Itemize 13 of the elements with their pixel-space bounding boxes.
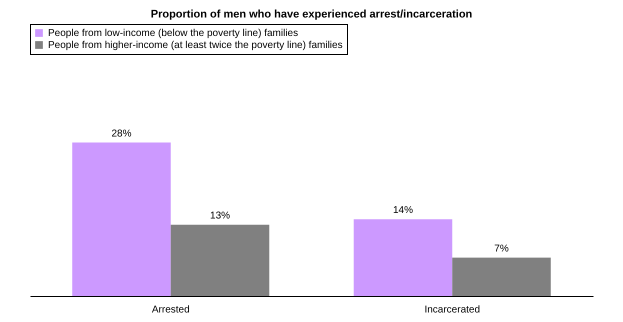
x-tick-label: Incarcerated	[424, 304, 480, 316]
bar	[452, 258, 551, 296]
legend-label: People from higher-income (at least twice the poverty line) families	[48, 40, 343, 51]
legend-label: People from low-income (below the poverty line) families	[48, 28, 298, 39]
chart-title: Proportion of men who have experienced arrest/incarceration	[150, 8, 473, 20]
data-label: 7%	[494, 244, 509, 255]
x-tick-label: Arrested	[152, 304, 190, 316]
bar	[170, 224, 270, 296]
data-label: 13%	[210, 210, 230, 222]
bar	[72, 142, 171, 296]
data-label: 28%	[111, 128, 132, 140]
bar	[354, 219, 452, 296]
data-label: 14%	[392, 205, 414, 216]
